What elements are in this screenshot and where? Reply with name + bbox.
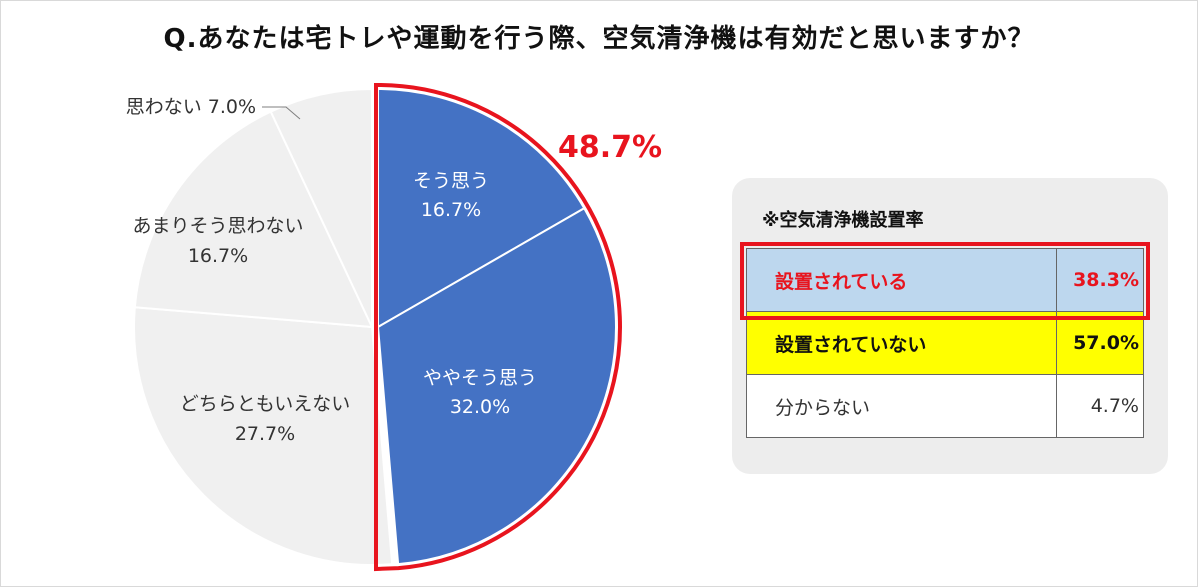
pie-value-label: 16.7% bbox=[421, 199, 481, 221]
table-row: 設置されている 38.3% bbox=[746, 248, 1144, 312]
pie-slice bbox=[133, 110, 374, 329]
pie-value-label: 27.7% bbox=[235, 423, 295, 445]
highlight-total-label: 48.7% bbox=[558, 130, 662, 165]
installation-rate-table: 設置されている 38.3% 設置されていない 57.0% 分からない 4.7% bbox=[746, 248, 1144, 438]
pie-label: ややそう思う bbox=[423, 367, 537, 389]
row-value-installed: 38.3% bbox=[1056, 248, 1144, 312]
row-label-installed: 設置されている bbox=[746, 248, 1057, 312]
table-row: 分からない 4.7% bbox=[746, 374, 1144, 438]
pie-slice bbox=[377, 87, 586, 329]
pie-label: 思わない 7.0% bbox=[126, 96, 256, 118]
row-label-unknown: 分からない bbox=[746, 374, 1057, 438]
pie-slice bbox=[376, 206, 617, 566]
table-row: 設置されていない 57.0% bbox=[746, 311, 1144, 375]
chart-title: Q.あなたは宅トレや運動を行う際、空気清浄機は有効だと思いますか？ bbox=[163, 24, 1035, 54]
pie-label: そう思う bbox=[413, 170, 489, 192]
highlight-outline bbox=[374, 83, 622, 572]
pie-value-label: 32.0% bbox=[450, 396, 510, 418]
row-label-not-installed: 設置されていない bbox=[746, 311, 1057, 375]
row-value-not-installed: 57.0% bbox=[1056, 311, 1144, 375]
pie-label: どちらともいえない bbox=[180, 393, 351, 415]
leader-line bbox=[262, 106, 301, 120]
pie-value-label: 16.7% bbox=[188, 245, 248, 267]
row-value-unknown: 4.7% bbox=[1056, 374, 1144, 438]
pie-label: あまりそう思わない bbox=[132, 215, 303, 237]
installation-rate-title: ※空気清浄機設置率 bbox=[762, 210, 924, 231]
pie-slice bbox=[133, 306, 394, 566]
pie-slice bbox=[269, 87, 373, 328]
